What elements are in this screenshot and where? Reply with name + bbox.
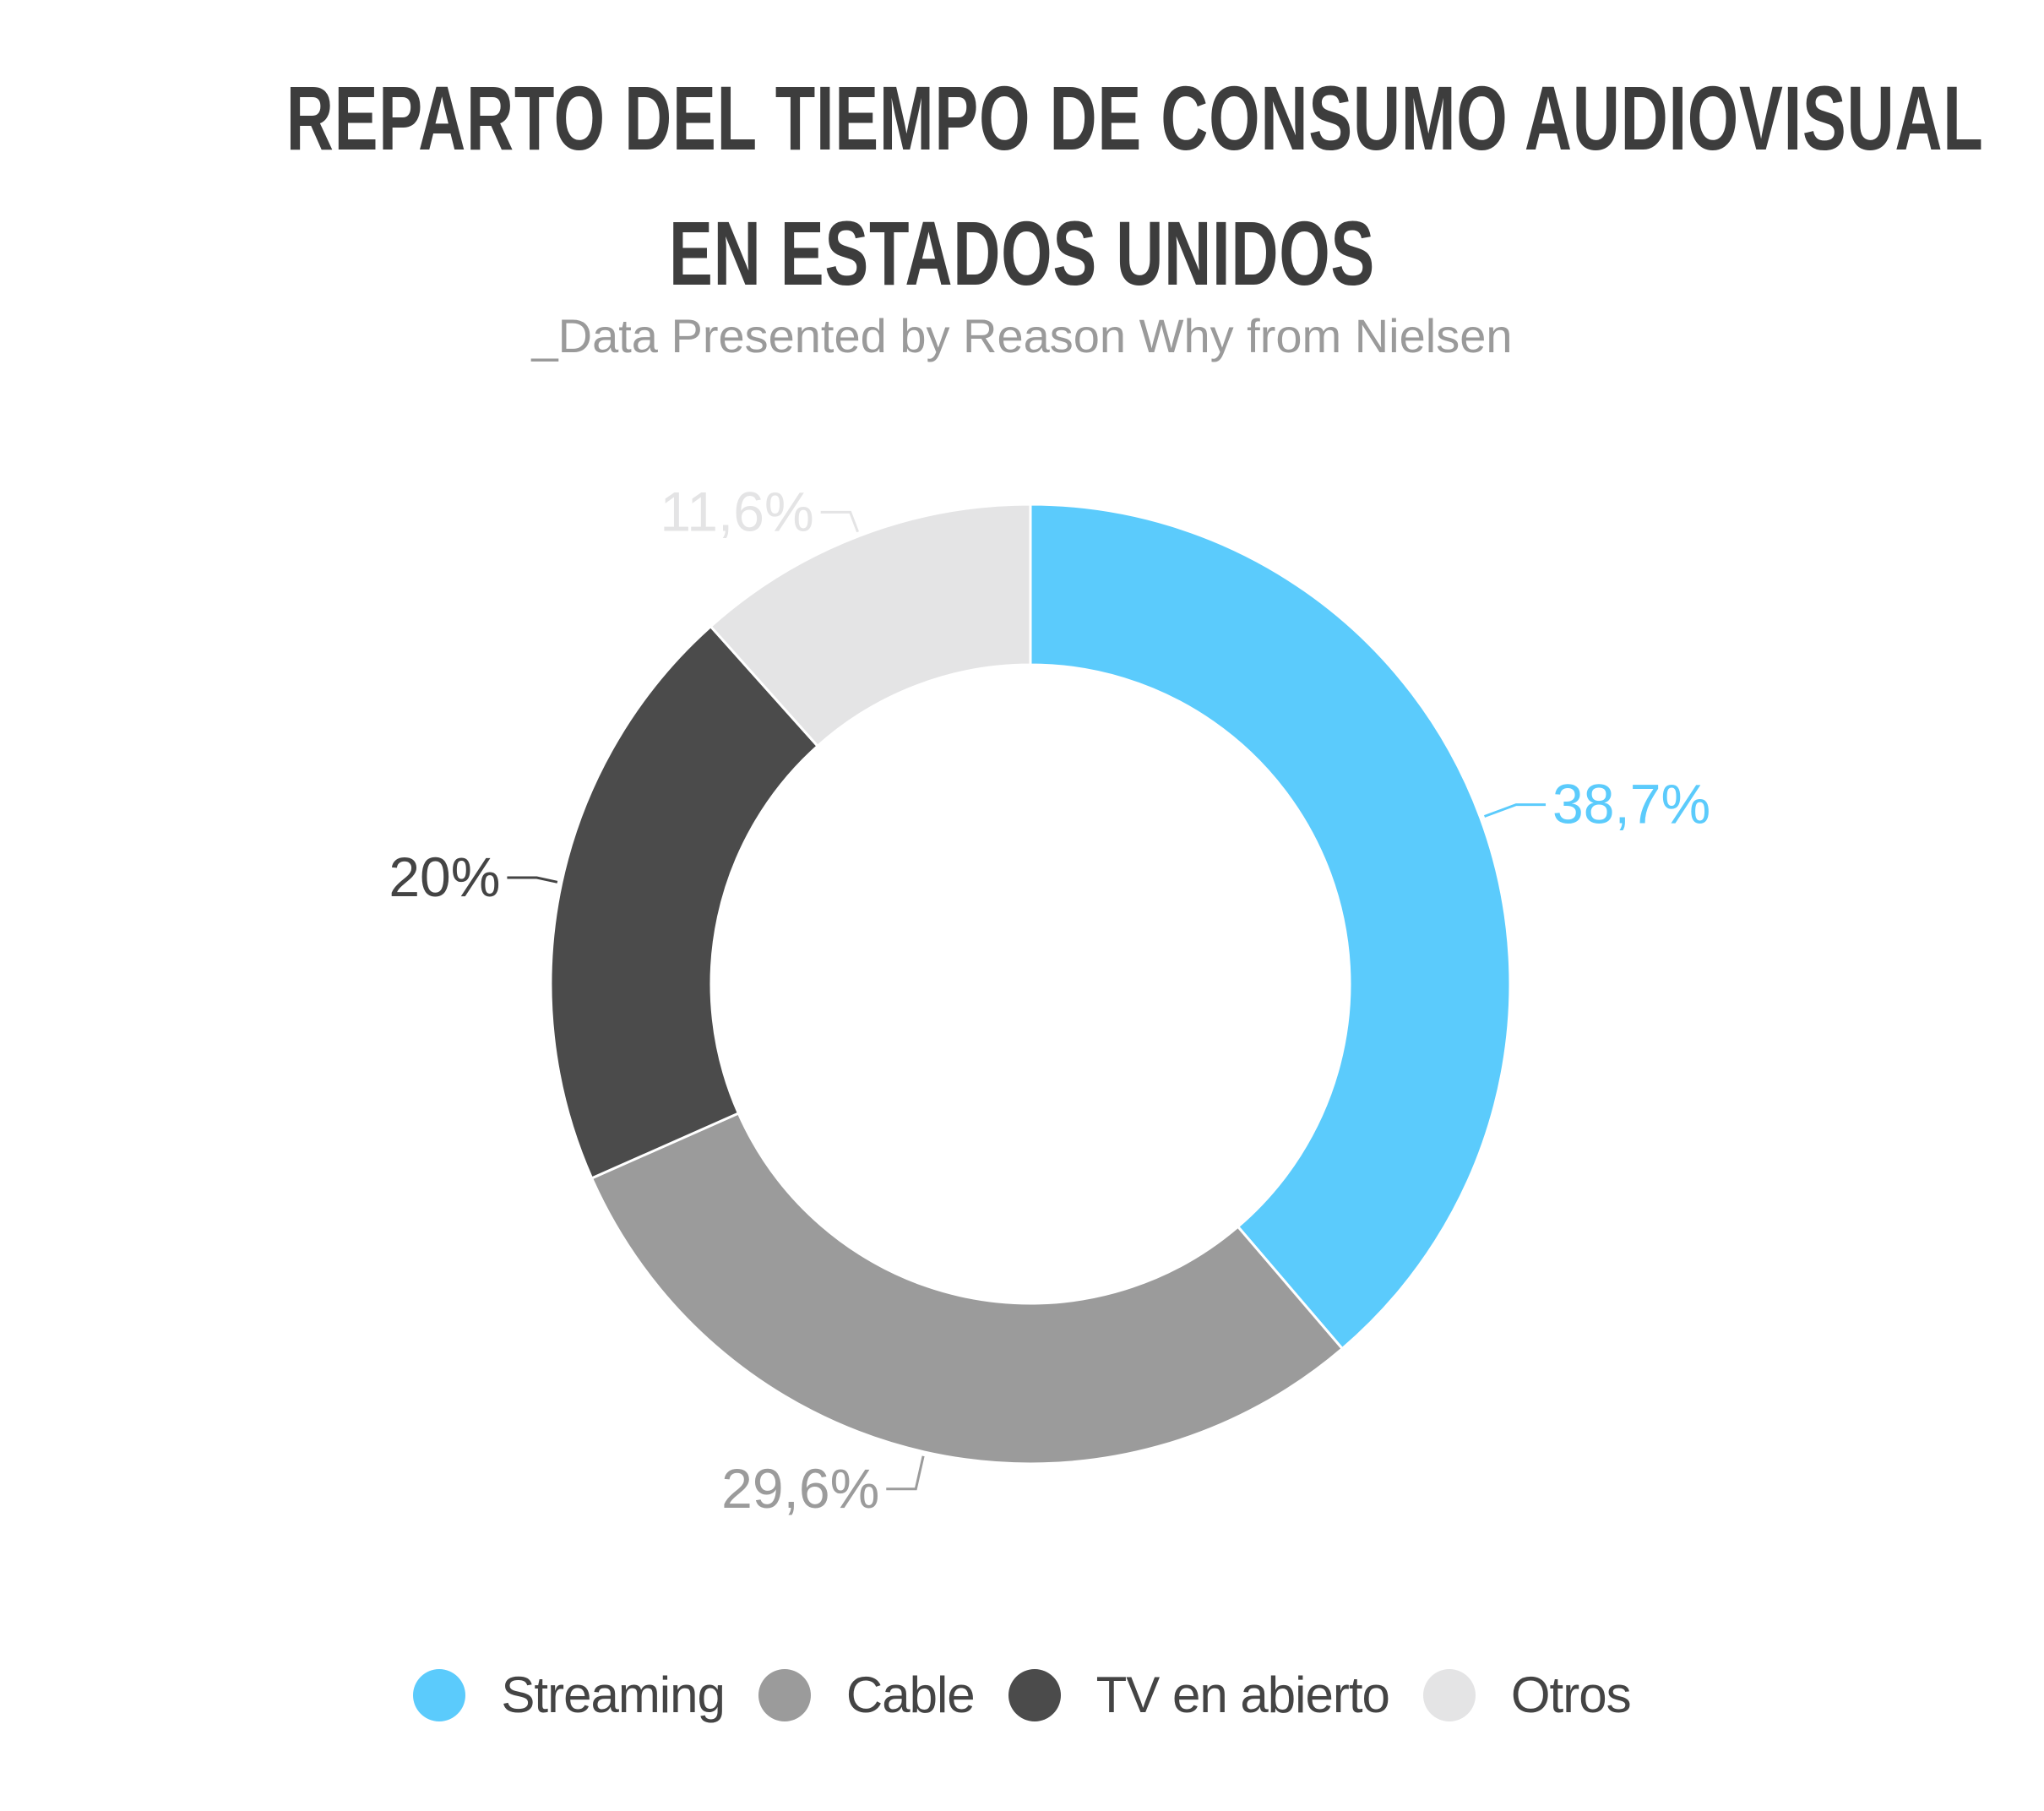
chart-title: REPARTO DEL TIEMPO DE CONSUMO AUDIOVISUA… xyxy=(0,51,2044,321)
legend-item-streaming: Streaming xyxy=(413,1666,726,1724)
data-label-cable: 29,6% xyxy=(721,1457,879,1520)
data-label-otros: 11,6% xyxy=(660,480,813,542)
leader-line-otros xyxy=(820,510,859,533)
legend-label-streaming: Streaming xyxy=(501,1667,725,1723)
chart-title-line-1: REPARTO DEL TIEMPO DE CONSUMO AUDIOVISUA… xyxy=(285,67,1984,169)
chart-subtitle: _Data Presented by Reason Why from Niels… xyxy=(531,309,1513,362)
legend-item-otros: Otros xyxy=(1422,1666,1632,1724)
data-label-streaming: 38,7% xyxy=(1552,773,1710,835)
leader-line-streaming xyxy=(1483,803,1547,818)
chart-legend: Streaming Cable TV en abierto Otros xyxy=(0,1666,2044,1724)
data-label-tv-en-abierto: 20% xyxy=(389,846,500,908)
legend-item-tv-en-abierto: TV en abierto xyxy=(1008,1666,1390,1724)
legend-label-cable: Cable xyxy=(845,1667,976,1723)
chart-title-line-2: EN ESTADOS UNIDOS xyxy=(668,202,1376,304)
slice-tv-en-abierto xyxy=(549,624,820,1180)
slice-streaming xyxy=(1029,503,1512,1351)
slice-cable xyxy=(590,1112,1345,1466)
legend-label-tv-en-abierto: TV en abierto xyxy=(1095,1667,1390,1723)
legend-swatch-tv-en-abierto xyxy=(1008,1668,1061,1721)
legend-item-cable: Cable xyxy=(758,1666,976,1724)
legend-label-otros: Otros xyxy=(1510,1667,1632,1723)
legend-swatch-cable xyxy=(758,1668,811,1721)
slice-otros xyxy=(709,503,1032,748)
leader-line-tv-en-abierto xyxy=(507,876,558,884)
legend-swatch-otros xyxy=(1422,1668,1476,1721)
legend-swatch-streaming xyxy=(413,1668,466,1721)
leader-line-cable xyxy=(886,1455,925,1491)
